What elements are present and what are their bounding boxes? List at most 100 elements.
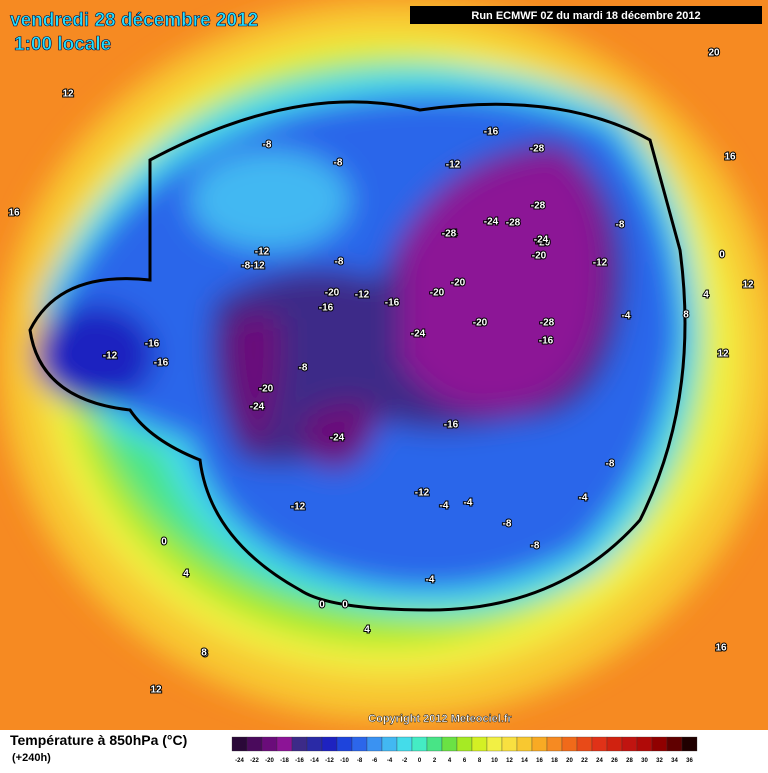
scale-swatch: [456, 736, 473, 752]
run-banner: [410, 6, 762, 24]
contour-label: -4: [464, 498, 473, 509]
contour-label: -20: [473, 318, 488, 329]
contour-label: -24: [443, 229, 458, 240]
contour-label: -16: [319, 303, 334, 314]
contour-label: -28: [442, 229, 457, 240]
scale-label: 12: [506, 758, 513, 764]
contour-label: 16: [8, 208, 20, 219]
contour-label: 12: [62, 89, 74, 100]
run-info: Run ECMWF 0Z du mardi 18 décembre 2012: [471, 10, 700, 22]
scale-label: 6: [463, 758, 467, 764]
contour-label: -16: [385, 298, 400, 309]
scale-swatch: [666, 736, 683, 752]
scale-swatch: [651, 736, 668, 752]
contour-label: 12: [717, 349, 729, 360]
scale-label: 10: [491, 758, 498, 764]
scale-swatch: [366, 736, 383, 752]
contour-label: -12: [103, 351, 118, 362]
contour-label: -24: [250, 402, 265, 413]
scale-label: 8: [478, 758, 482, 764]
scale-label: -24: [235, 758, 244, 764]
contour-label: 16: [724, 152, 736, 163]
contour-label: -24: [330, 433, 345, 444]
scale-swatch: [231, 736, 248, 752]
contour-label: -28: [540, 318, 555, 329]
scale-label: -12: [325, 758, 334, 764]
contour-label: 0: [342, 600, 348, 611]
scale-label: 0: [418, 758, 422, 764]
scale-swatch: [276, 736, 293, 752]
contour-label: 0: [319, 600, 325, 611]
contour-label: -20: [259, 384, 274, 395]
scale-label: 32: [656, 758, 663, 764]
scale-swatch: [486, 736, 503, 752]
forecast-time: 1:00 locale: [14, 34, 111, 55]
footer-title: Température à 850hPa (°C): [10, 732, 187, 748]
scale-label: 18: [551, 758, 558, 764]
contour-label: -12: [415, 488, 430, 499]
copyright: Copyright 2012 Meteociel.fr: [368, 713, 512, 725]
contour-label: -28: [531, 201, 546, 212]
contour-label: -20: [451, 278, 466, 289]
contour-label: -12: [291, 502, 306, 513]
contour-label: -16: [539, 336, 554, 347]
scale-swatch: [306, 736, 323, 752]
scale-swatch: [636, 736, 653, 752]
scale-swatch: [396, 736, 413, 752]
scale-swatch: [351, 736, 368, 752]
contour-label: -16: [154, 358, 169, 369]
scale-label: -16: [295, 758, 304, 764]
contour-label: 12: [742, 280, 754, 291]
contour-label: -4: [579, 493, 588, 504]
contour-label: -28: [506, 218, 521, 229]
scale-label: -6: [372, 758, 378, 764]
scale-label: 28: [626, 758, 633, 764]
scale-label: 34: [671, 758, 678, 764]
contour-label: -16: [444, 420, 459, 431]
contour-label: 4: [703, 290, 709, 301]
scale-swatch: [246, 736, 263, 752]
scale-swatch: [426, 736, 443, 752]
contour-label: -4: [622, 311, 631, 322]
contour-label: -16: [484, 127, 499, 138]
scale-swatch: [561, 736, 578, 752]
contour-label: -8: [616, 220, 625, 231]
scale-swatch: [576, 736, 593, 752]
scale-swatch: [606, 736, 623, 752]
contour-label: -8: [606, 459, 615, 470]
scale-label: -10: [340, 758, 349, 764]
contour-label: 8: [202, 649, 208, 660]
contour-label: -8: [531, 541, 540, 552]
scale-swatch: [471, 736, 488, 752]
contour-label: -16: [145, 339, 160, 350]
scale-swatch: [516, 736, 533, 752]
contour-label: 8: [201, 648, 207, 659]
temperature-field: [0, 0, 768, 730]
scale-swatch: [381, 736, 398, 752]
contour-label: 16: [715, 643, 727, 654]
scale-label: 2: [433, 758, 437, 764]
contour-label: 8: [683, 310, 689, 321]
contour-label: -20: [430, 288, 445, 299]
scale-label: 30: [641, 758, 648, 764]
contour-label: -4: [440, 501, 449, 512]
scale-label: 4: [448, 758, 452, 764]
contour-label: 4: [183, 569, 189, 580]
contour-label: 4: [364, 625, 370, 636]
scale-swatch: [336, 736, 353, 752]
scale-label: -18: [280, 758, 289, 764]
contour-label: -4: [426, 575, 435, 586]
scale-label: -22: [250, 758, 259, 764]
contour-label: 12: [150, 685, 162, 696]
scale-swatch: [531, 736, 548, 752]
forecast-date: vendredi 28 décembre 2012: [10, 10, 258, 31]
contour-label: 0: [719, 250, 725, 261]
contour-label: -20: [325, 288, 340, 299]
scale-swatch: [501, 736, 518, 752]
contour-label: -24: [411, 329, 426, 340]
contour-label: -12: [593, 258, 608, 269]
scale-label: -2: [402, 758, 408, 764]
scale-swatch: [411, 736, 428, 752]
